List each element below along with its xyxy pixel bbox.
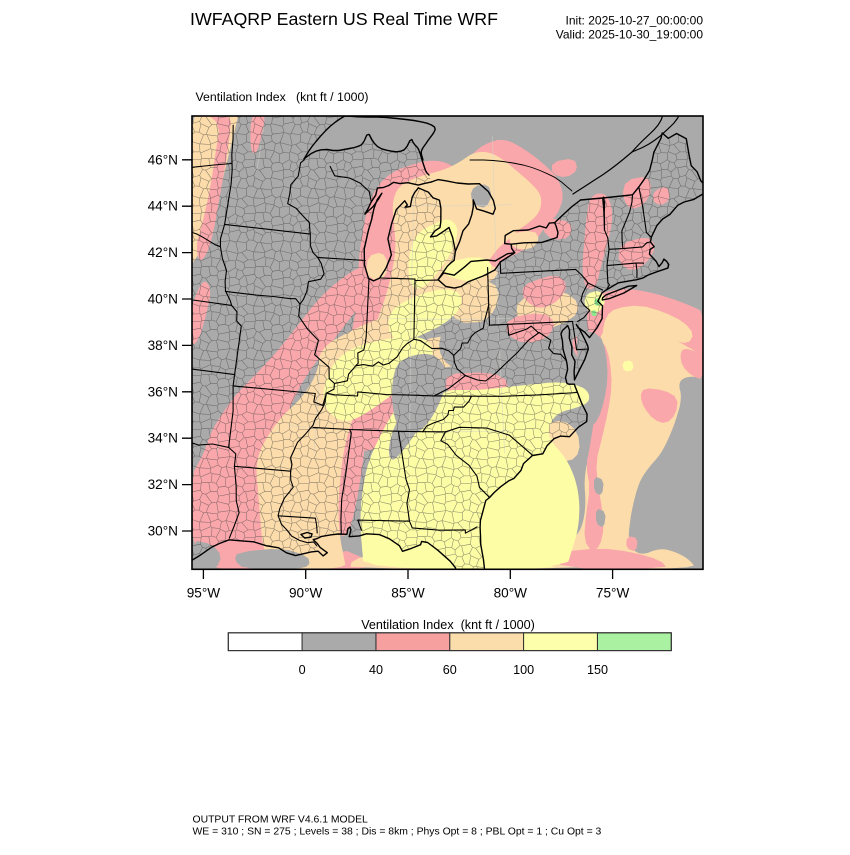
svg-text:44°N: 44°N (148, 199, 178, 214)
svg-text:34°N: 34°N (148, 431, 178, 446)
svg-text:0: 0 (299, 663, 306, 677)
svg-text:40°N: 40°N (148, 292, 178, 307)
svg-text:75°W: 75°W (596, 585, 630, 600)
svg-text:46°N: 46°N (148, 152, 178, 167)
svg-text:Ventilation Index (knt ft / 1: Ventilation Index (knt ft / 1000) (361, 618, 535, 632)
svg-text:95°W: 95°W (187, 585, 221, 600)
svg-text:42°N: 42°N (148, 245, 178, 260)
svg-text:80°W: 80°W (494, 585, 528, 600)
svg-text:40: 40 (369, 663, 383, 677)
svg-text:85°W: 85°W (391, 585, 425, 600)
svg-text:OUTPUT FROM WRF V4.6.1 MODEL: OUTPUT FROM WRF V4.6.1 MODEL (193, 815, 369, 826)
svg-text:IWFAQRP Eastern US Real Time W: IWFAQRP Eastern US Real Time WRF (190, 9, 498, 29)
svg-text:90°W: 90°W (289, 585, 323, 600)
svg-text:36°N: 36°N (148, 384, 178, 399)
svg-text:Init: 2025-10-27_00:00:00: Init: 2025-10-27_00:00:00 (566, 14, 704, 28)
svg-text:100: 100 (513, 663, 534, 677)
svg-text:Ventilation Index (knt ft /: Ventilation Index (knt ft / 1000) (196, 90, 369, 104)
svg-text:32°N: 32°N (148, 477, 178, 492)
svg-text:150: 150 (587, 663, 608, 677)
svg-text:Valid: 2025-10-30_19:00:00: Valid: 2025-10-30_19:00:00 (556, 27, 704, 41)
svg-text:38°N: 38°N (148, 338, 178, 353)
svg-text:WE = 310 ; SN = 275 ; Levels =: WE = 310 ; SN = 275 ; Levels = 38 ; Dis … (193, 826, 602, 837)
svg-text:60: 60 (443, 663, 457, 677)
svg-text:30°N: 30°N (148, 524, 178, 539)
